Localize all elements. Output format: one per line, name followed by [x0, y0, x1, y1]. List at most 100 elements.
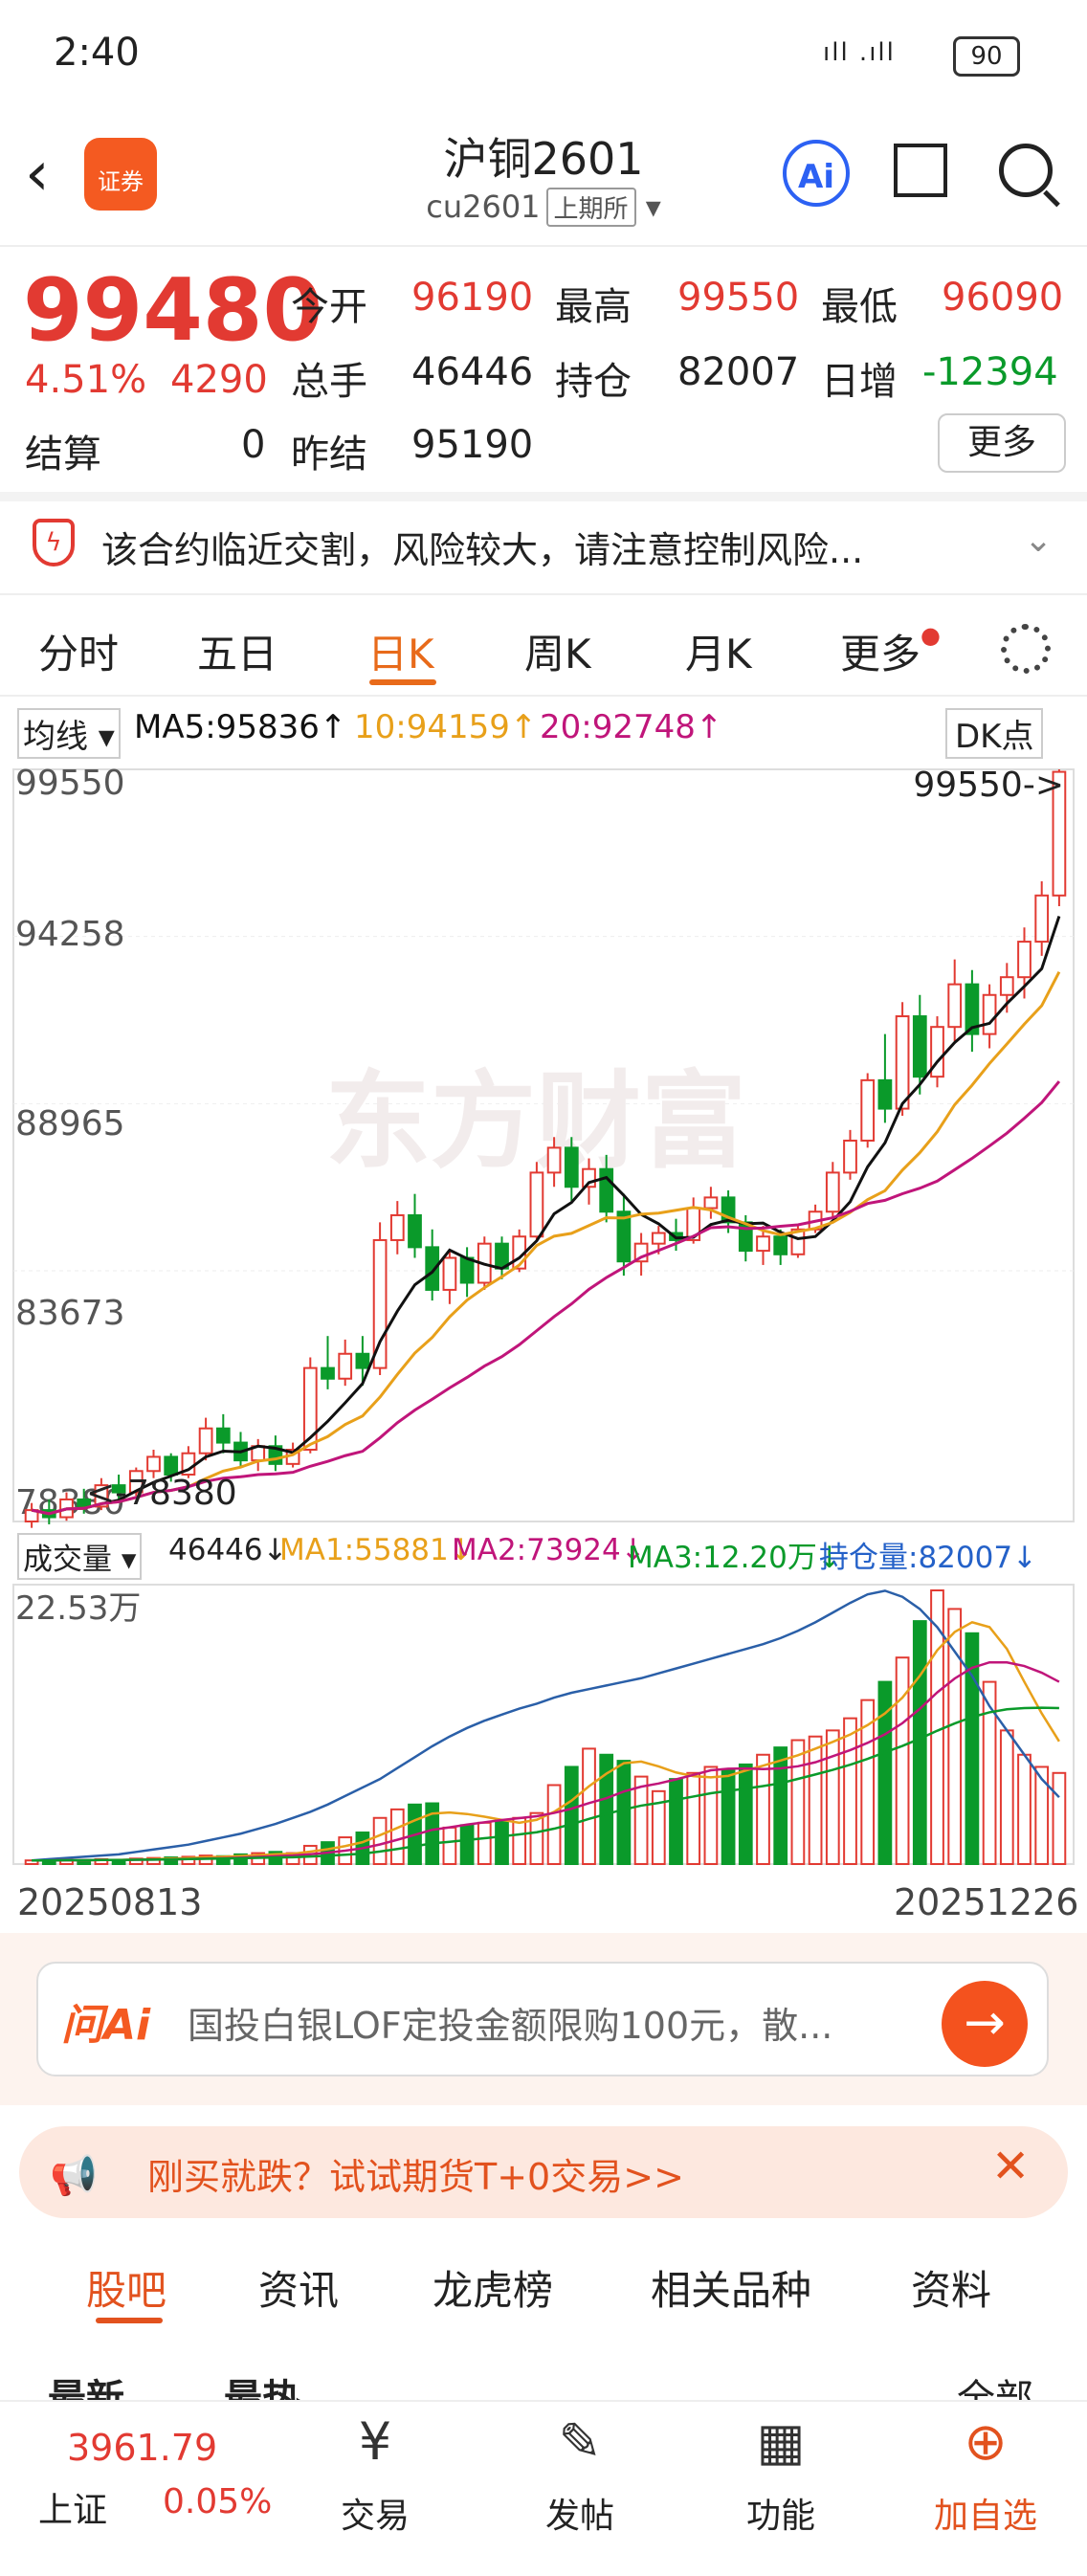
- volume-bar: [825, 1729, 840, 1865]
- add-icon[interactable]: ⊕: [964, 2411, 1008, 2472]
- tab-monthly-k[interactable]: 月K: [685, 631, 752, 677]
- volume-bar: [1052, 1771, 1067, 1865]
- volume-bar: [773, 1746, 788, 1865]
- nav-trade[interactable]: 交易: [340, 2497, 410, 2536]
- high-value: 99550: [677, 276, 800, 320]
- divider: [0, 245, 1087, 247]
- gear-icon[interactable]: [1001, 624, 1051, 674]
- candle-body: [1052, 770, 1067, 897]
- trade-icon[interactable]: ¥: [358, 2411, 392, 2472]
- ma10-value: 10:94159↑: [354, 708, 538, 746]
- settle-label: 结算: [25, 433, 101, 477]
- oi-label: 持仓: [555, 360, 632, 404]
- vol-ma3: MA3:12.20万↓: [628, 1541, 842, 1575]
- indicator-selector[interactable]: 成交量 ▾: [17, 1533, 143, 1580]
- tab-intraday[interactable]: 分时: [38, 631, 120, 677]
- volume-bar: [808, 1735, 823, 1865]
- volume-bar: [477, 1821, 492, 1865]
- volume-bar: [947, 1608, 963, 1865]
- volume-bar: [843, 1717, 857, 1865]
- volume-bar: [999, 1729, 1014, 1865]
- ai-button[interactable]: Ai: [783, 140, 850, 207]
- tab-news[interactable]: 资讯: [258, 2267, 340, 2314]
- divider: [0, 593, 1087, 595]
- candle-body: [146, 1455, 161, 1473]
- ma10-line: [31, 971, 1061, 1516]
- share-icon[interactable]: [894, 144, 947, 197]
- volume-bar: [495, 1819, 509, 1865]
- candle-body: [773, 1235, 788, 1255]
- candle-body: [442, 1256, 457, 1291]
- more-quote-button[interactable]: 更多: [938, 413, 1066, 473]
- candle-body: [999, 976, 1014, 996]
- price-axis-label: 88965: [15, 1104, 125, 1144]
- candle-body: [546, 1146, 562, 1174]
- volume-bar: [181, 1855, 196, 1865]
- volume-bar: [982, 1680, 997, 1865]
- close-icon[interactable]: ✕: [991, 2140, 1031, 2193]
- candle-body: [599, 1167, 614, 1213]
- tab-daily-k[interactable]: 日K: [367, 631, 434, 677]
- ai-input[interactable]: [36, 1962, 1049, 2076]
- ma-selector[interactable]: 均线 ▾: [17, 708, 121, 759]
- candle-body: [164, 1455, 179, 1476]
- ai-prompt-text[interactable]: 国投白银LOF定投金额限购100元，散...: [188, 2005, 833, 2047]
- nav-add-watchlist[interactable]: 加自选: [933, 2497, 1037, 2536]
- volume-label: 总手: [291, 360, 367, 404]
- candlestick-chart[interactable]: 东方财富995509425888965836737838099550-><-78…: [0, 756, 1087, 1531]
- ma20-line: [31, 1080, 1061, 1516]
- promo-text[interactable]: 刚买就跌？试试期货T+0交易>>: [147, 2156, 684, 2198]
- tab-weekly-k[interactable]: 周K: [524, 631, 591, 677]
- back-icon[interactable]: ‹: [25, 139, 50, 210]
- volume-bar: [669, 1778, 683, 1865]
- open-interest-line: [32, 1589, 1060, 1862]
- volume-bar: [633, 1775, 649, 1865]
- candle-body: [616, 1210, 632, 1263]
- candle-body: [94, 1484, 109, 1508]
- tab-five-day[interactable]: 五日: [197, 631, 278, 677]
- nav-functions[interactable]: 功能: [745, 2497, 815, 2536]
- ma20-value: 20:92748↑: [540, 708, 723, 746]
- nav-post[interactable]: 发帖: [544, 2497, 614, 2536]
- low-label: 最低: [821, 285, 898, 329]
- candle-body: [790, 1228, 806, 1255]
- volume-bar: [564, 1765, 579, 1865]
- tab-more[interactable]: 更多●: [840, 622, 941, 677]
- promo-banner[interactable]: [19, 2126, 1068, 2218]
- tab-related[interactable]: 相关品种: [651, 2267, 812, 2314]
- tab-profile[interactable]: 资料: [911, 2267, 992, 2314]
- high-label: 最高: [555, 285, 632, 329]
- chevron-down-icon[interactable]: ⌄: [1024, 521, 1054, 560]
- divider: [0, 695, 1087, 697]
- open-interest-value: 持仓量:82007↓: [819, 1541, 1038, 1575]
- volume-bar: [651, 1789, 666, 1865]
- arrow-right-icon[interactable]: →: [942, 1981, 1028, 2067]
- bottom-nav: [0, 2400, 1087, 2576]
- candle-body: [877, 1078, 893, 1110]
- open-value: 96190: [411, 276, 534, 320]
- volume-bar: [616, 1760, 632, 1865]
- volume-bar: [425, 1802, 440, 1865]
- contract-subtitle[interactable]: cu2601 上期所 ▾: [0, 188, 1087, 227]
- daily-change-label: 日增: [821, 360, 898, 404]
- status-bar: 2:40 ıll .ıll 90: [0, 0, 1087, 115]
- candle-body: [425, 1246, 440, 1291]
- ai-logo: 问Ai: [61, 2001, 151, 2050]
- candle-body: [912, 1015, 927, 1078]
- candle-body: [1017, 941, 1032, 979]
- volume-bar: [686, 1771, 701, 1865]
- edit-icon[interactable]: ✎: [558, 2411, 602, 2472]
- index-value[interactable]: 3961.79: [67, 2427, 218, 2469]
- risk-notice[interactable]: 该合约临近交割，风险较大，请注意控制风险...: [101, 529, 864, 571]
- header: ‹ 证券 沪铜2601 cu2601 上期所 ▾ Ai: [0, 115, 1087, 249]
- dk-point-button[interactable]: DK点: [945, 708, 1044, 759]
- active-tab-indicator: [369, 679, 436, 685]
- candle-body: [355, 1352, 370, 1369]
- search-icon[interactable]: [999, 144, 1053, 197]
- grid-icon[interactable]: ▦: [756, 2411, 806, 2472]
- tab-forum[interactable]: 股吧: [86, 2267, 167, 2314]
- change-amount: 4290: [170, 358, 268, 402]
- volume-bar: [877, 1680, 893, 1865]
- volume-chart[interactable]: 22.53万: [0, 1581, 1087, 1868]
- tab-dragon-tiger[interactable]: 龙虎榜: [433, 2267, 554, 2314]
